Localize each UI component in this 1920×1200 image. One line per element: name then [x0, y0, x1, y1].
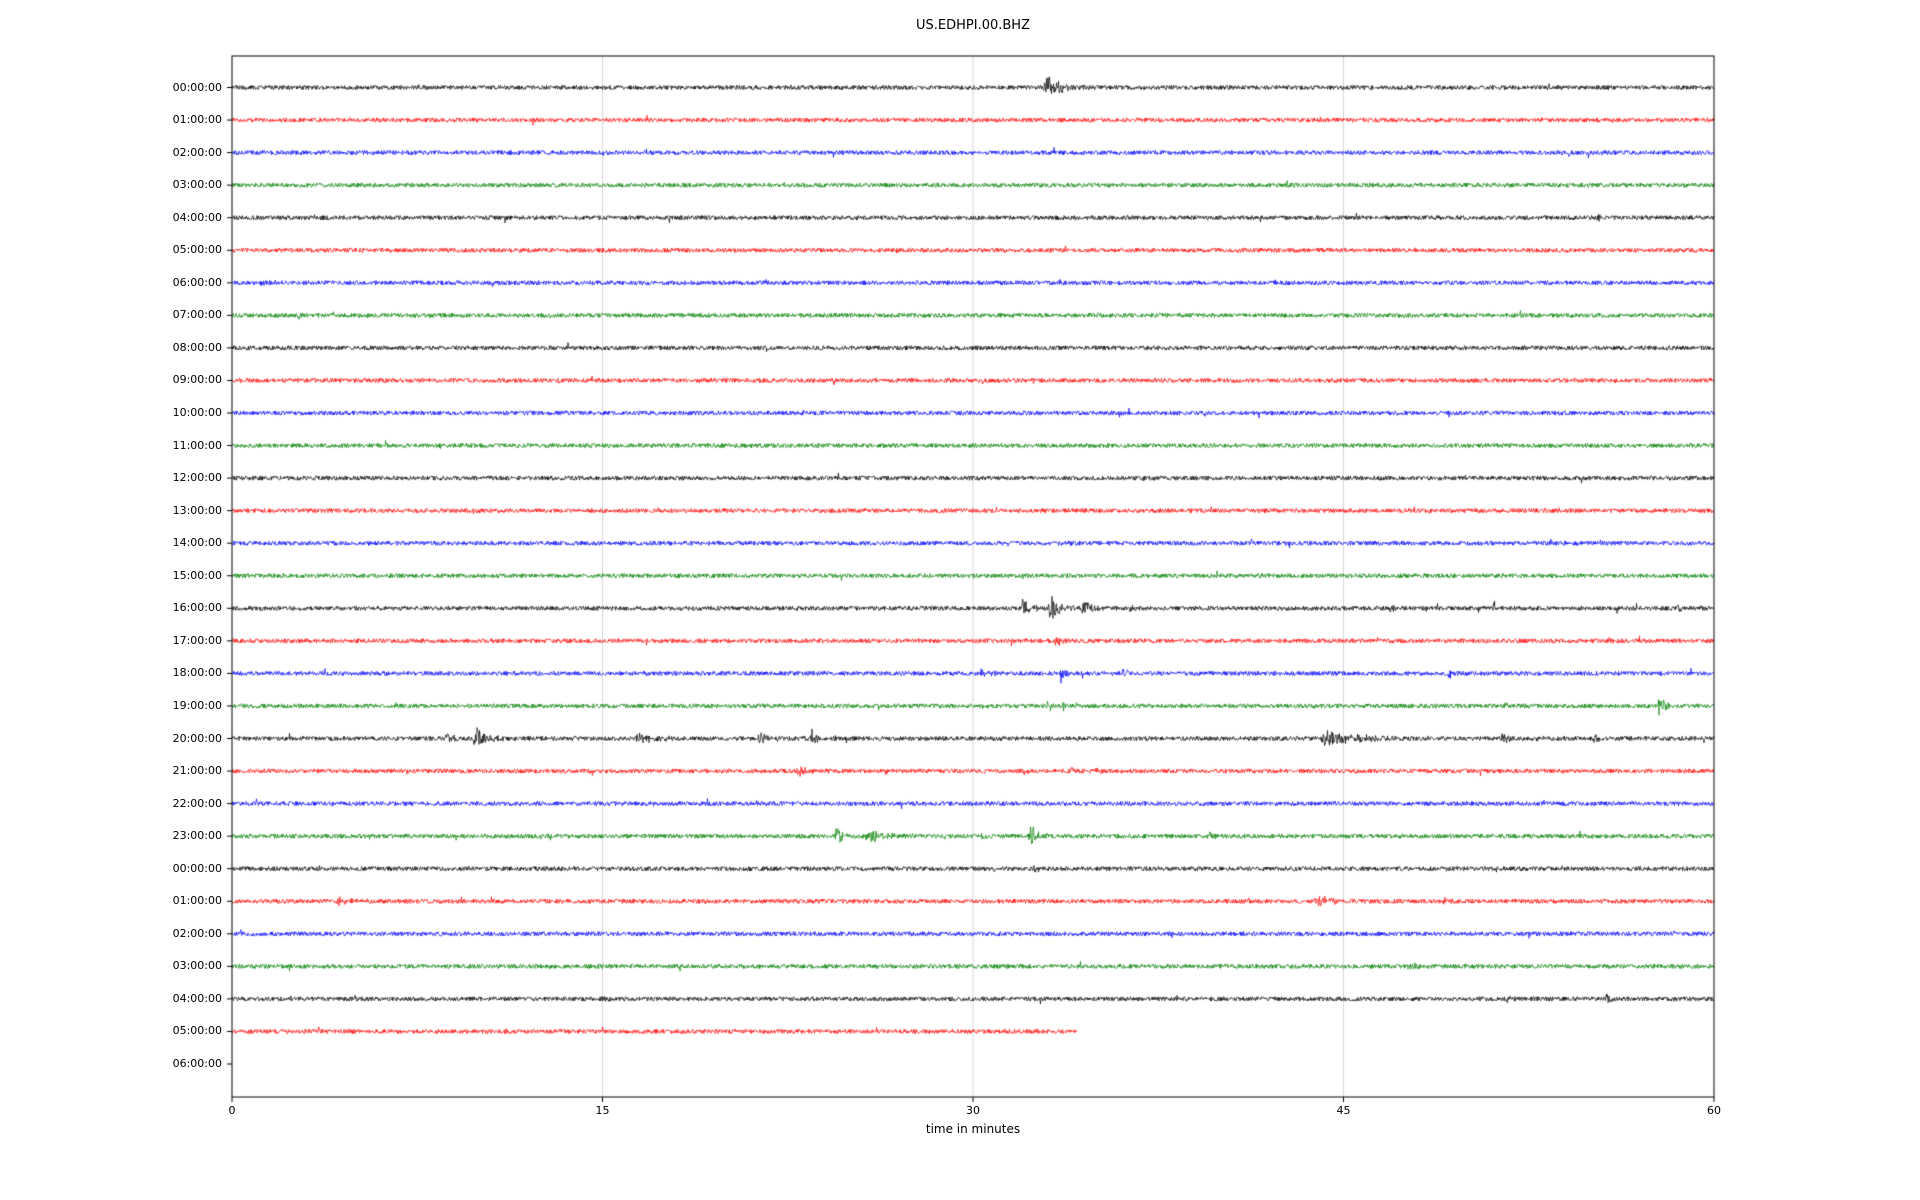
trace-time-label: 01:00:00	[172, 113, 222, 127]
trace-time-label: 11:00:00	[172, 438, 222, 452]
trace-time-label: 17:00:00	[172, 633, 222, 647]
x-axis-label: time in minutes	[925, 1122, 1021, 1136]
trace-time-label: 03:00:00	[172, 178, 222, 192]
trace-time-label: 20:00:00	[172, 731, 222, 745]
trace-time-label: 13:00:00	[172, 503, 222, 517]
trace-time-label: 21:00:00	[172, 764, 222, 778]
trace-time-label: 00:00:00	[172, 80, 222, 94]
trace-time-label: 23:00:00	[172, 829, 222, 843]
trace-time-label: 06:00:00	[172, 1057, 222, 1070]
trace-time-label: 00:00:00	[172, 861, 222, 875]
trace-time-label: 18:00:00	[172, 666, 222, 680]
trace-time-label: 03:00:00	[172, 959, 222, 973]
trace-time-label: 05:00:00	[172, 1024, 222, 1038]
x-tick-label: 45	[1336, 1104, 1351, 1117]
x-tick-label: 60	[1707, 1104, 1721, 1117]
trace-time-label: 02:00:00	[172, 145, 222, 159]
x-tick-label: 30	[966, 1104, 980, 1117]
x-tick-label: 0	[228, 1104, 236, 1117]
trace-time-label: 01:00:00	[172, 894, 222, 908]
trace-time-label: 05:00:00	[172, 243, 222, 257]
trace-time-label: 15:00:00	[172, 568, 222, 582]
trace-time-label: 04:00:00	[172, 991, 222, 1005]
trace-time-label: 16:00:00	[172, 601, 222, 615]
trace-time-label: 07:00:00	[172, 308, 222, 322]
trace-time-label: 12:00:00	[172, 471, 222, 485]
trace-time-label: 02:00:00	[172, 926, 222, 940]
trace-time-label: 14:00:00	[172, 536, 222, 550]
trace-time-label: 10:00:00	[172, 406, 222, 419]
trace-time-label: 08:00:00	[172, 340, 222, 354]
x-tick-label: 15	[595, 1104, 610, 1117]
trace-time-label: 06:00:00	[172, 275, 222, 289]
trace-time-label: 09:00:00	[172, 373, 222, 387]
trace-time-label: 04:00:00	[172, 210, 222, 224]
trace-time-label: 19:00:00	[172, 698, 222, 712]
trace-time-label: 22:00:00	[172, 796, 222, 810]
